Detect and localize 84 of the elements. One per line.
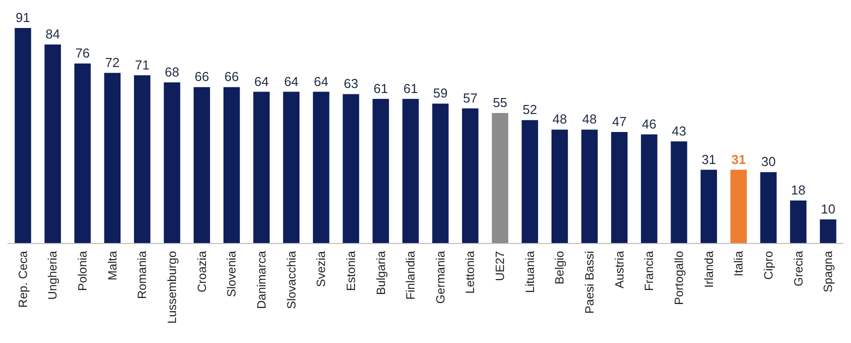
x-tick-label: Polonia [76, 250, 90, 292]
bar [74, 63, 91, 243]
bar [551, 130, 568, 243]
x-tick-label: Croazia [194, 250, 209, 292]
data-label: 68 [164, 64, 180, 80]
x-tick-label: Austria [612, 250, 626, 288]
data-label: 71 [134, 57, 150, 72]
x-tick-label: Ungheria [46, 250, 60, 300]
bar [581, 130, 598, 243]
x-tick-label: Romania [135, 250, 150, 300]
bar [462, 108, 478, 243]
data-label: 64 [314, 74, 328, 89]
data-label: 91 [16, 10, 30, 25]
bar [194, 87, 210, 243]
x-tick-label: Danimarca [254, 250, 268, 310]
bar [760, 172, 777, 243]
x-tick-label: Rep. Ceca [16, 250, 30, 308]
x-tick-label: Italia [732, 250, 746, 276]
bar [44, 44, 61, 243]
bar [14, 28, 32, 243]
bar [730, 170, 747, 243]
x-tick-label: Francia [642, 250, 656, 292]
bar [492, 113, 508, 243]
bar [283, 92, 300, 243]
data-label: 57 [463, 90, 478, 106]
x-tick-label: Slovacchia [284, 250, 298, 310]
x-tick-label: Lituania [522, 250, 537, 294]
data-label: 18 [791, 182, 806, 198]
bar [640, 134, 658, 243]
x-tick-label: Paesi Bassi [582, 251, 597, 314]
data-label: 66 [224, 69, 239, 84]
bar [164, 82, 180, 243]
x-tick-label: Lussemburgo [165, 250, 180, 324]
bar [223, 87, 240, 243]
data-label: 43 [672, 123, 686, 138]
x-tick-label: Estonia [344, 250, 358, 292]
x-tick-label: UE27 [493, 250, 508, 282]
data-label: 64 [284, 74, 299, 89]
x-tick-label: Spagna [821, 250, 836, 292]
x-tick-label: Irlanda [702, 250, 716, 288]
data-label: 76 [75, 45, 90, 60]
bar [312, 92, 330, 243]
data-label: 48 [582, 112, 597, 127]
data-label: 31 [731, 152, 746, 167]
x-tick-label: Portogallo [672, 250, 686, 306]
x-tick-label: Belgio [552, 250, 567, 284]
x-tick-label: Slovenia [224, 250, 239, 298]
bar [253, 92, 270, 243]
bar [402, 98, 419, 243]
x-tick-label: Cipro [761, 250, 776, 280]
data-label: 61 [374, 80, 388, 96]
bar [820, 219, 836, 243]
data-label: 64 [254, 74, 269, 89]
data-label: 47 [612, 114, 627, 129]
data-label: 61 [403, 80, 418, 96]
bar [342, 94, 360, 243]
data-label: 66 [194, 69, 210, 84]
data-label: 10 [820, 201, 836, 216]
x-tick-label: Bulgaria [374, 250, 388, 296]
bar [372, 98, 389, 243]
x-tick-label: Svezia [314, 250, 328, 288]
bar [611, 132, 628, 243]
bar [104, 72, 121, 243]
data-label: 72 [105, 54, 120, 70]
data-label: 31 [702, 152, 716, 167]
bar [432, 104, 449, 243]
bar [134, 75, 150, 243]
data-label: 59 [433, 86, 448, 101]
bar [790, 200, 806, 243]
x-tick-label: Grecia [791, 250, 806, 286]
x-tick-label: Lettonia [463, 250, 478, 294]
x-tick-label: Germania [433, 250, 448, 304]
data-label: 55 [492, 95, 508, 110]
x-tick-label: Malta [105, 250, 120, 280]
x-tick-label: Finlandia [404, 250, 418, 300]
data-label: 52 [522, 102, 538, 118]
data-label: 84 [46, 26, 60, 42]
bar [670, 141, 688, 243]
data-label: 46 [642, 116, 656, 132]
bar [700, 170, 718, 243]
data-label: 48 [552, 112, 567, 127]
bar [522, 120, 538, 243]
data-label: 63 [344, 76, 358, 92]
data-label: 30 [761, 154, 776, 170]
